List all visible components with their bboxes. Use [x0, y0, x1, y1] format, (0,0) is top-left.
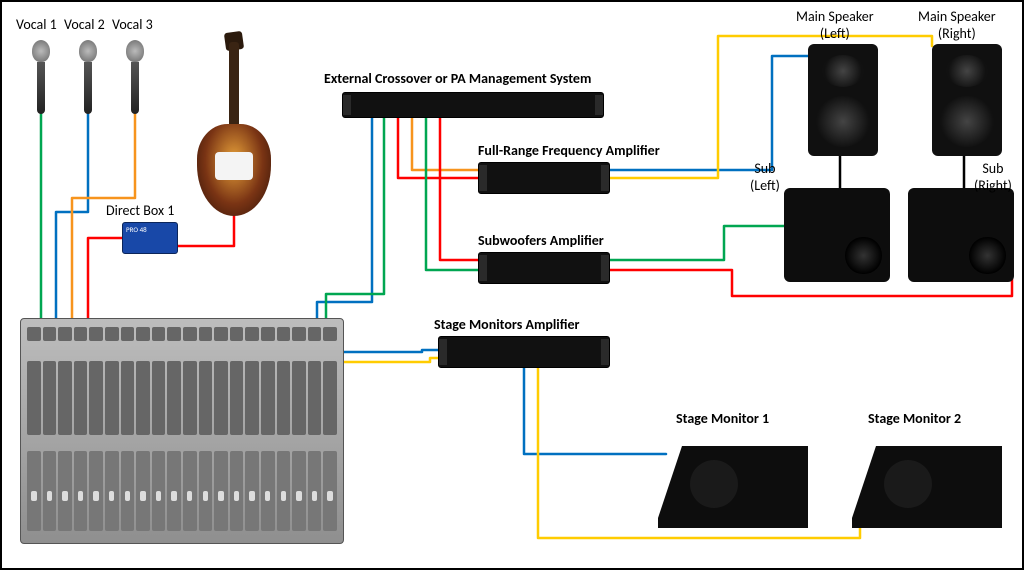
direct-box: PRO 48 [122, 222, 178, 254]
label-main-left: Main Speaker(Left) [796, 8, 874, 42]
crossover-unit [342, 92, 604, 118]
microphone-vocal-2 [79, 40, 97, 114]
label-vocal-1: Vocal 1 [16, 16, 57, 33]
main-speaker-right [932, 44, 1002, 156]
label-sub-left: Sub(Left) [750, 160, 780, 194]
label-sub-amp: Subwoofers Amplifier [478, 232, 604, 249]
mixing-console [20, 318, 344, 544]
subwoofer-right [908, 188, 1014, 282]
stage-monitor-1 [658, 432, 808, 527]
label-fullrange-amp: Full-Range Frequency Amplifier [478, 142, 660, 159]
main-speaker-left [808, 44, 878, 156]
monitor-amplifier [438, 336, 610, 368]
fullrange-amplifier [478, 162, 610, 194]
label-crossover: External Crossover or PA Management Syst… [324, 70, 591, 87]
label-vocal-2: Vocal 2 [64, 16, 105, 33]
label-vocal-3: Vocal 3 [112, 16, 153, 33]
microphone-vocal-3 [126, 40, 144, 114]
label-monitor-2: Stage Monitor 2 [868, 410, 961, 427]
label-monitor-1: Stage Monitor 1 [676, 410, 769, 427]
label-direct-box: Direct Box 1 [106, 202, 174, 219]
microphone-vocal-1 [32, 40, 50, 114]
stage-monitor-2 [852, 432, 1002, 527]
label-main-right: Main Speaker(Right) [918, 8, 996, 42]
label-sub-right: Sub(Right) [974, 160, 1012, 194]
subwoofer-left [784, 188, 890, 282]
subwoofer-amplifier [478, 252, 610, 284]
label-monitor-amp: Stage Monitors Amplifier [434, 316, 580, 333]
